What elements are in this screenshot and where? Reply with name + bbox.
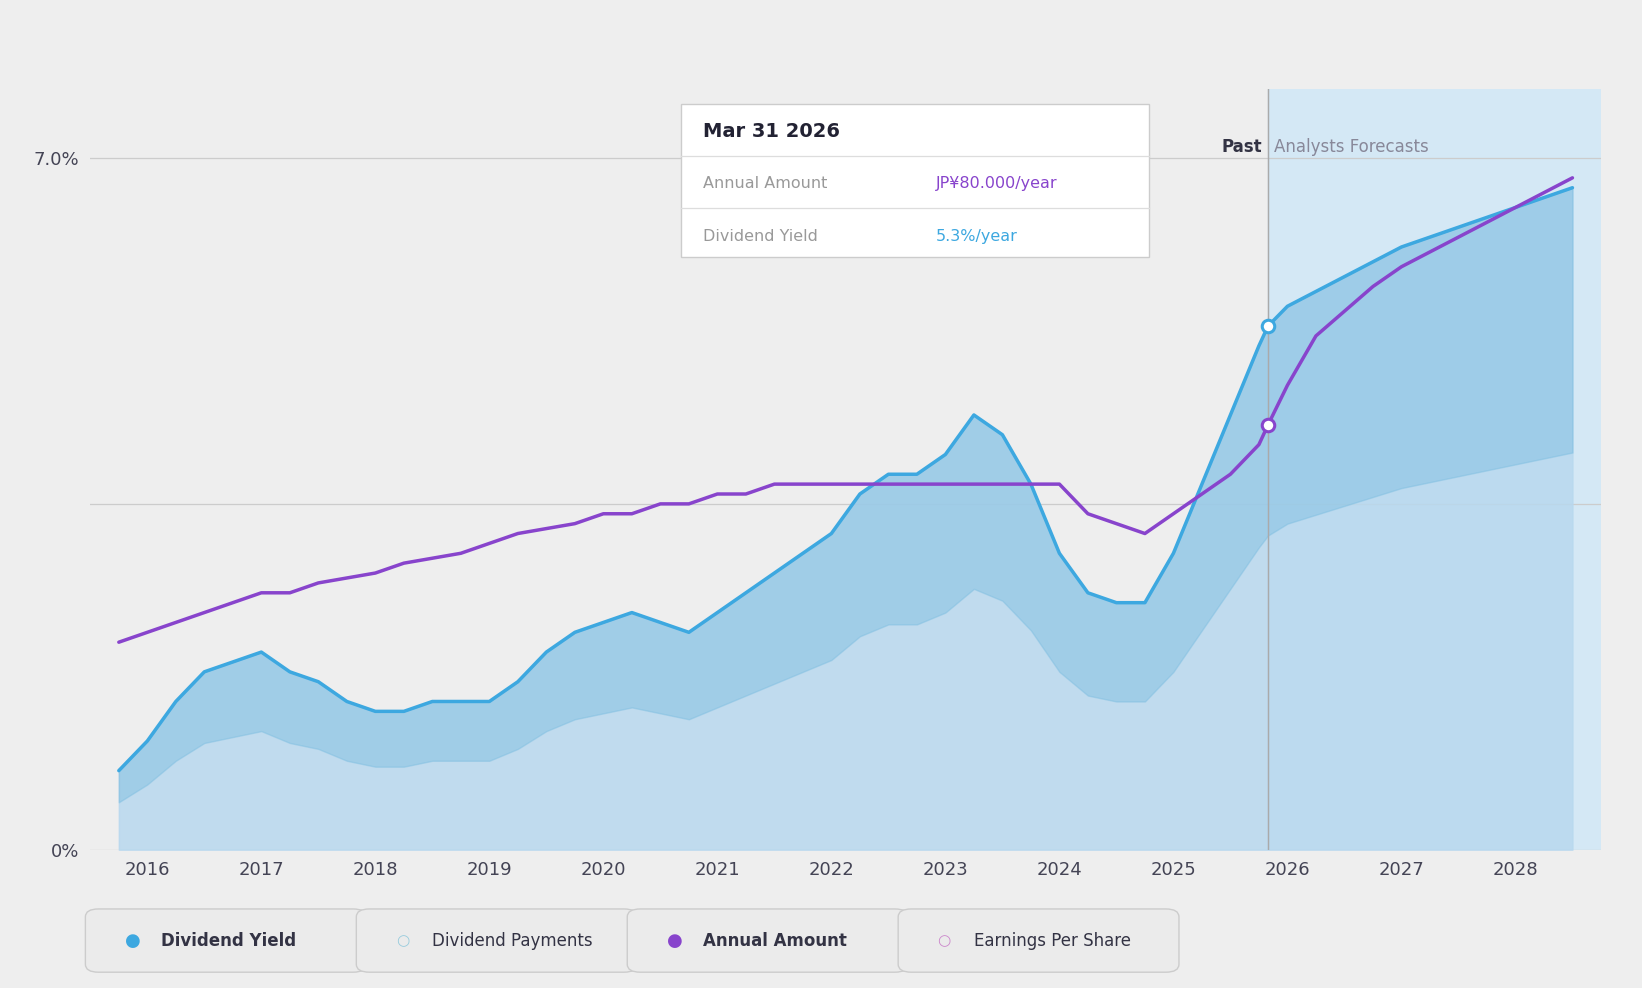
Text: Analysts Forecasts: Analysts Forecasts: [1274, 138, 1429, 156]
Text: Annual Amount: Annual Amount: [703, 176, 828, 192]
Text: Dividend Yield: Dividend Yield: [161, 932, 296, 949]
Text: ●: ●: [667, 932, 683, 949]
Text: ○: ○: [938, 933, 951, 948]
Text: Dividend Yield: Dividend Yield: [703, 228, 818, 244]
Text: JP¥80.000/year: JP¥80.000/year: [936, 176, 1057, 192]
Text: Past: Past: [1222, 138, 1263, 156]
Text: Dividend Payments: Dividend Payments: [432, 932, 593, 949]
Text: Earnings Per Share: Earnings Per Share: [974, 932, 1131, 949]
Bar: [1268, 89, 1601, 850]
Text: 5.3%/year: 5.3%/year: [936, 228, 1018, 244]
Text: Mar 31 2026: Mar 31 2026: [703, 122, 839, 141]
Text: Annual Amount: Annual Amount: [703, 932, 847, 949]
Text: ○: ○: [396, 933, 409, 948]
Text: ●: ●: [125, 932, 141, 949]
